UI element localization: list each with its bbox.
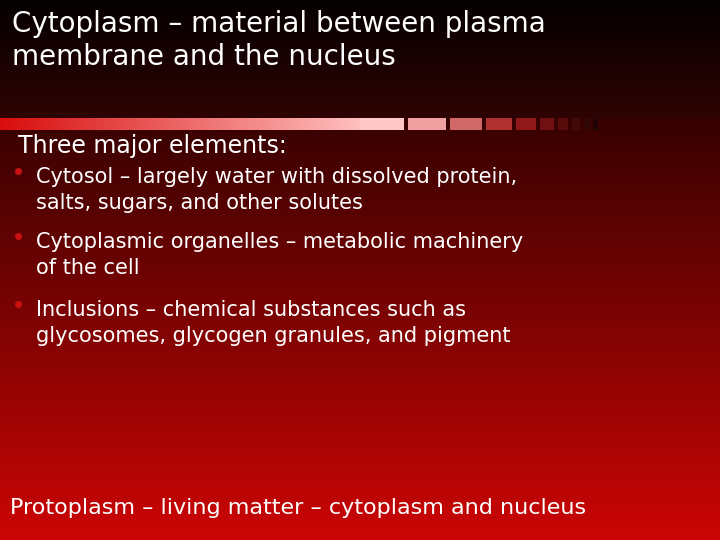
- Text: Cytoplasmic organelles – metabolic machinery
of the cell: Cytoplasmic organelles – metabolic machi…: [36, 232, 523, 278]
- Text: Cytosol – largely water with dissolved protein,
salts, sugars, and other solutes: Cytosol – largely water with dissolved p…: [36, 167, 517, 213]
- Bar: [558, 118, 568, 130]
- Bar: [584, 118, 590, 130]
- Bar: [360, 118, 404, 130]
- Text: Protoplasm – living matter – cytoplasm and nucleus: Protoplasm – living matter – cytoplasm a…: [10, 498, 586, 518]
- Bar: [450, 118, 482, 130]
- Bar: [593, 118, 598, 130]
- Text: membrane and the nucleus: membrane and the nucleus: [12, 43, 396, 71]
- Bar: [572, 118, 580, 130]
- Text: Inclusions – chemical substances such as
glycosomes, glycogen granules, and pigm: Inclusions – chemical substances such as…: [36, 300, 510, 346]
- Text: Three major elements:: Three major elements:: [18, 134, 287, 158]
- Text: Cytoplasm – material between plasma: Cytoplasm – material between plasma: [12, 10, 546, 38]
- Bar: [486, 118, 512, 130]
- Bar: [516, 118, 536, 130]
- Bar: [540, 118, 554, 130]
- Bar: [408, 118, 446, 130]
